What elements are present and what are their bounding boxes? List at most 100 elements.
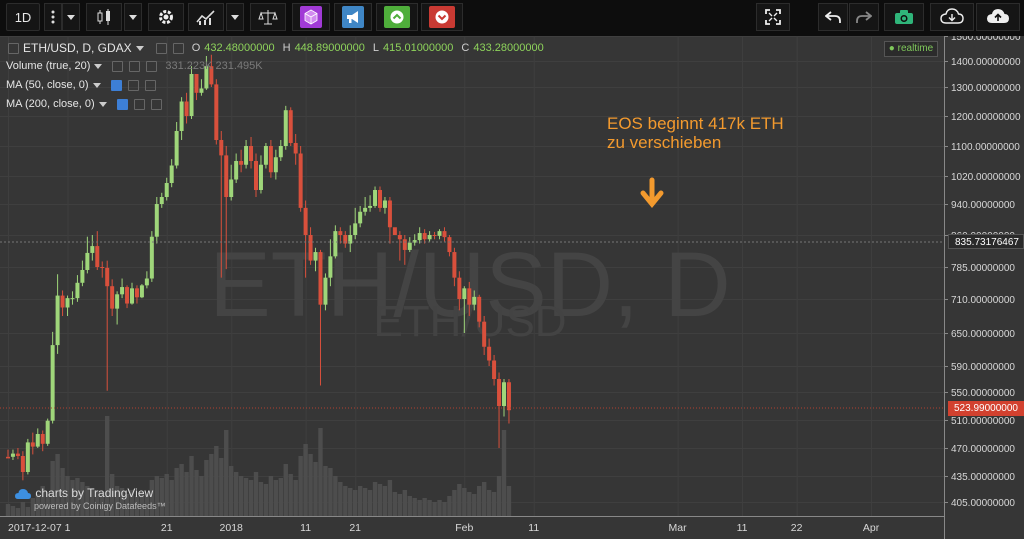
candle <box>6 449 10 459</box>
volume-bar <box>382 486 388 516</box>
candle <box>348 225 353 253</box>
candle <box>219 131 224 278</box>
candle <box>35 428 40 448</box>
settings-icon[interactable] <box>129 60 141 72</box>
close-icon[interactable] <box>144 79 156 91</box>
eye-icon[interactable] <box>112 60 124 72</box>
volume-study-label[interactable]: Volume (true, 20) <box>6 60 91 72</box>
volume-bar <box>238 476 244 516</box>
undo-icon[interactable] <box>818 3 848 31</box>
cloud-upload-icon[interactable] <box>976 3 1020 31</box>
volume-bar <box>467 492 472 516</box>
annotation-line-1: EOS beginnt 417k ETH <box>607 114 784 133</box>
interval-button[interactable]: 1D <box>6 3 40 31</box>
gear-icon[interactable] <box>148 3 184 31</box>
candle <box>110 279 115 316</box>
collapse-icon[interactable] <box>8 42 19 54</box>
megaphone-icon[interactable] <box>334 3 372 31</box>
chevron-down-icon[interactable] <box>92 82 101 88</box>
volume-bar <box>15 508 21 516</box>
time-tick-label: 21 <box>161 522 173 534</box>
time-tick-label: 2018 <box>220 522 244 534</box>
cloud-download-icon[interactable] <box>930 3 974 31</box>
candle <box>502 379 506 417</box>
volume-bar <box>427 500 432 516</box>
chevron-down-icon[interactable] <box>135 45 144 51</box>
candle <box>184 92 189 124</box>
volume-bar <box>298 456 303 516</box>
indicators-icon[interactable] <box>188 3 224 31</box>
time-tick-label: 1 <box>65 522 71 534</box>
settings-icon[interactable] <box>133 98 145 110</box>
volume-legend: Volume (true, 20) 331.223K 231.495K <box>6 60 263 72</box>
volume-bar <box>90 488 95 516</box>
candle <box>100 261 105 278</box>
candle <box>55 274 60 354</box>
ma50-study-label[interactable]: MA (50, close, 0) <box>6 79 89 91</box>
ma200-study-label[interactable]: MA (200, close, 0) <box>6 98 95 110</box>
candle <box>432 231 437 240</box>
volume-bar <box>462 488 467 516</box>
buy-up-icon[interactable] <box>376 3 418 31</box>
volume-bar <box>288 474 293 516</box>
cube-addon-button[interactable] <box>292 3 330 31</box>
chevron-down-icon[interactable] <box>124 3 142 31</box>
volume-bar <box>80 482 85 516</box>
volume-bar <box>452 490 457 516</box>
fullscreen-icon[interactable] <box>756 3 790 31</box>
crosshair-price: 835.73176467 <box>955 237 1019 248</box>
candle <box>288 107 293 146</box>
volume-bar <box>100 492 105 516</box>
volume-bar <box>377 484 383 516</box>
volume-bar <box>273 480 279 516</box>
cloud-logo-icon <box>15 489 31 499</box>
volume-bar <box>40 486 45 516</box>
close-label: C <box>461 42 470 54</box>
time-axis-bg <box>0 516 944 539</box>
eye-icon[interactable] <box>116 98 128 110</box>
candle <box>125 285 130 309</box>
candle <box>477 294 482 328</box>
volume-bar <box>70 480 75 516</box>
symbol-legend: ETH/USD, D, GDAX O 432.48000000 H 448.8900… <box>6 41 544 55</box>
chevron-down-icon[interactable] <box>98 101 107 107</box>
close-icon[interactable] <box>150 98 162 110</box>
close-icon[interactable] <box>146 60 158 72</box>
redo-icon[interactable] <box>849 3 879 31</box>
candle <box>130 282 134 305</box>
settings-icon[interactable] <box>155 42 167 54</box>
price-tick-label: 1500.00000000 <box>951 36 1021 43</box>
volume-bar <box>268 476 274 516</box>
candles-style-icon[interactable] <box>86 3 122 31</box>
more-menu-icon[interactable] <box>44 3 62 31</box>
volume-bar <box>35 494 40 516</box>
candle <box>25 438 30 475</box>
tradingview-branding[interactable]: charts by TradingView powered by Coinigy… <box>14 486 166 511</box>
volume-bar <box>437 500 442 516</box>
price-axis-bg <box>944 36 1024 539</box>
volume-bar <box>412 498 417 516</box>
ma200-legend: MA (200, close, 0) <box>6 98 162 110</box>
chevron-down-icon[interactable] <box>226 3 244 31</box>
settings-icon[interactable] <box>127 79 139 91</box>
interval-label: 1D <box>14 9 32 25</box>
eye-icon[interactable] <box>172 42 184 54</box>
volume-bar <box>293 480 298 516</box>
price-tick-label: 1300.00000000 <box>951 83 1021 94</box>
candle <box>60 290 65 316</box>
eye-icon[interactable] <box>110 79 122 91</box>
symbol-title[interactable]: ETH/USD, D, GDAX <box>23 41 132 55</box>
compare-scale-icon[interactable] <box>250 3 286 31</box>
volume-bar <box>229 466 234 516</box>
candle <box>15 448 20 460</box>
candle <box>20 451 25 481</box>
volume-bar <box>219 458 224 516</box>
chart-area[interactable]: ETH/USD, D ETH/USD 1500.00000000 1400.000… <box>0 36 1024 539</box>
chevron-down-icon[interactable] <box>62 3 80 31</box>
sell-down-icon[interactable] <box>421 3 463 31</box>
camera-icon[interactable] <box>884 3 924 31</box>
candle <box>283 105 288 150</box>
volume-bar <box>372 482 378 516</box>
chevron-down-icon[interactable] <box>94 63 103 69</box>
volume-bar <box>357 486 363 516</box>
